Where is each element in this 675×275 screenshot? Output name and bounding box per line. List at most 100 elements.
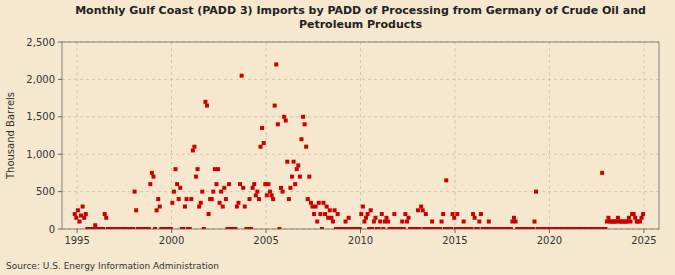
point bbox=[219, 190, 223, 194]
point bbox=[627, 216, 631, 220]
point bbox=[262, 141, 266, 145]
point bbox=[290, 175, 294, 179]
point bbox=[378, 220, 382, 224]
point bbox=[405, 220, 409, 224]
point bbox=[314, 205, 318, 209]
point bbox=[178, 186, 182, 190]
point bbox=[185, 197, 189, 201]
point bbox=[153, 227, 157, 229]
point bbox=[373, 216, 377, 220]
tick-label: 2020 bbox=[537, 235, 562, 246]
point bbox=[440, 220, 444, 224]
point bbox=[254, 193, 258, 197]
point bbox=[82, 216, 86, 220]
point bbox=[403, 212, 407, 216]
point bbox=[249, 227, 253, 229]
point bbox=[84, 212, 88, 216]
point bbox=[218, 201, 222, 205]
point bbox=[281, 190, 285, 194]
point bbox=[200, 190, 204, 194]
point bbox=[369, 208, 373, 212]
tick-label: 2000 bbox=[159, 235, 184, 246]
point bbox=[243, 205, 247, 209]
point bbox=[202, 227, 206, 229]
point bbox=[323, 212, 327, 216]
source-note: Source: U.S. Energy Information Administ… bbox=[6, 261, 219, 271]
title: Monthly Gulf Coast (PADD 3) Imports by P… bbox=[75, 4, 646, 31]
point bbox=[188, 227, 192, 229]
point bbox=[224, 197, 228, 201]
point bbox=[147, 227, 151, 229]
point bbox=[419, 205, 423, 209]
point bbox=[169, 227, 173, 229]
point bbox=[148, 182, 152, 186]
point bbox=[306, 197, 310, 201]
point bbox=[640, 216, 644, 220]
tick-label: 0 bbox=[49, 224, 55, 235]
point bbox=[441, 212, 445, 216]
tick-label: 2,500 bbox=[26, 37, 55, 48]
point bbox=[76, 208, 80, 212]
point bbox=[199, 201, 203, 205]
grid-line bbox=[454, 42, 455, 229]
point bbox=[329, 216, 333, 220]
point bbox=[216, 167, 220, 171]
grid-line bbox=[549, 42, 550, 229]
point bbox=[532, 220, 536, 224]
point bbox=[317, 201, 321, 205]
tick-label: 1,500 bbox=[26, 111, 55, 122]
point bbox=[266, 182, 270, 186]
tick bbox=[58, 42, 62, 43]
point bbox=[214, 182, 218, 186]
tick bbox=[77, 229, 78, 233]
point bbox=[240, 74, 244, 78]
grid-line bbox=[62, 154, 659, 155]
point bbox=[233, 227, 237, 229]
tick-label: 2010 bbox=[348, 235, 373, 246]
point bbox=[359, 212, 363, 216]
point bbox=[248, 197, 252, 201]
point bbox=[400, 220, 404, 224]
grid-line bbox=[266, 42, 267, 229]
point bbox=[418, 227, 422, 229]
point bbox=[189, 197, 193, 201]
title-line: Petroleum Products bbox=[299, 18, 423, 31]
tick bbox=[643, 229, 644, 233]
point bbox=[257, 197, 261, 201]
point bbox=[236, 201, 240, 205]
point bbox=[476, 227, 480, 229]
point bbox=[362, 220, 366, 224]
point bbox=[361, 205, 365, 209]
point bbox=[629, 220, 633, 224]
tick bbox=[171, 229, 172, 233]
point bbox=[181, 227, 185, 229]
point bbox=[134, 208, 138, 212]
point bbox=[150, 171, 154, 175]
point bbox=[370, 227, 374, 229]
point bbox=[416, 208, 420, 212]
point bbox=[156, 197, 160, 201]
point bbox=[93, 223, 97, 227]
point bbox=[616, 216, 620, 220]
point bbox=[104, 216, 108, 220]
point bbox=[469, 227, 473, 229]
background bbox=[0, 0, 675, 275]
tick-label: 2,000 bbox=[26, 74, 55, 85]
chart: 05001,0001,5002,0002,5001995200020052010… bbox=[0, 0, 675, 275]
point bbox=[641, 212, 645, 216]
point bbox=[479, 212, 483, 216]
point bbox=[273, 104, 277, 108]
tick-label: 1995 bbox=[64, 235, 89, 246]
point bbox=[325, 205, 329, 209]
point bbox=[312, 212, 316, 216]
point bbox=[402, 227, 406, 229]
point bbox=[207, 212, 211, 216]
point bbox=[384, 216, 388, 220]
grid bbox=[62, 42, 659, 229]
point bbox=[222, 186, 226, 190]
tick bbox=[266, 229, 267, 233]
point bbox=[451, 212, 455, 216]
point bbox=[296, 163, 300, 167]
point bbox=[172, 190, 176, 194]
point bbox=[155, 208, 159, 212]
